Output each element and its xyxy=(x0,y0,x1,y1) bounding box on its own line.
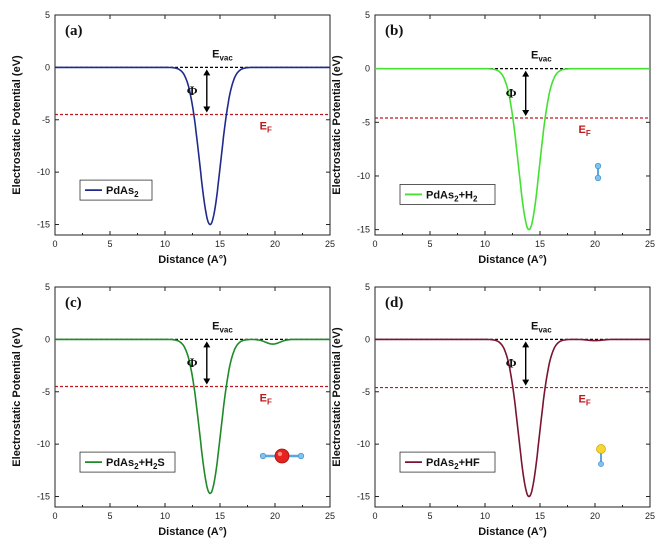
x-axis-label: Distance (A°) xyxy=(478,254,547,266)
fermi-label: EF xyxy=(579,124,591,138)
x-tick-label: 20 xyxy=(590,511,600,521)
y-tick-label: -15 xyxy=(357,225,370,235)
x-tick-label: 10 xyxy=(480,511,490,521)
fermi-label: EF xyxy=(579,394,591,408)
y-axis-label: Electrostatic Potential (eV) xyxy=(11,55,23,195)
x-tick-label: 15 xyxy=(535,511,545,521)
evac-label: Evac xyxy=(212,320,233,334)
legend-label: PdAs2+H2 xyxy=(426,189,478,203)
x-axis-label: Distance (A°) xyxy=(158,254,227,266)
x-tick-label: 0 xyxy=(52,239,57,249)
fermi-label: EF xyxy=(260,121,272,135)
y-axis-label: Electrostatic Potential (eV) xyxy=(331,327,343,467)
arrow-head-down xyxy=(203,378,211,385)
y-tick-label: 5 xyxy=(365,10,370,20)
y-tick-label: 0 xyxy=(45,62,50,72)
y-tick-label: 5 xyxy=(45,282,50,292)
panel-label: (d) xyxy=(385,295,403,311)
arrow-head-down xyxy=(522,110,530,117)
x-tick-label: 25 xyxy=(325,239,335,249)
arrow-head-up xyxy=(203,69,211,76)
x-tick-label: 0 xyxy=(372,511,377,521)
y-tick-label: 5 xyxy=(45,10,50,20)
arrow-head-down xyxy=(203,106,211,113)
arrow-head-up xyxy=(522,341,530,348)
y-axis-label: Electrostatic Potential (eV) xyxy=(11,327,23,467)
panel-d: 0 5 10 15 20 25 5 0 -5 -10 -15 Distance (A°) Electro… xyxy=(331,282,655,538)
legend-box xyxy=(79,451,176,473)
plot-frame xyxy=(54,286,331,508)
legend-box xyxy=(79,179,153,201)
y-axis-label: Electrostatic Potential (eV) xyxy=(331,55,343,195)
arrow-head-down xyxy=(522,379,530,386)
y-tick-label: 0 xyxy=(365,64,370,74)
x-tick-label: 20 xyxy=(270,239,280,249)
y-tick-label: -5 xyxy=(362,387,370,397)
potential-curve xyxy=(375,67,650,231)
x-tick-label: 10 xyxy=(160,239,170,249)
panel-a: 0 5 10 15 20 25 5 0 -5 -10 -15 Distance (A°) Electro… xyxy=(11,10,335,266)
x-tick-label: 5 xyxy=(107,511,112,521)
y-tick-label: -10 xyxy=(37,439,50,449)
arrow-head-up xyxy=(522,70,530,77)
panel-label: (c) xyxy=(65,295,82,311)
y-tick-label: 5 xyxy=(365,282,370,292)
hf-molecule-icon xyxy=(596,444,606,467)
y-tick-label: -15 xyxy=(37,220,50,230)
legend-box xyxy=(399,184,496,205)
x-tick-label: 0 xyxy=(52,511,57,521)
x-tick-label: 10 xyxy=(160,511,170,521)
x-axis-label: Distance (A°) xyxy=(158,526,227,538)
h2-molecule-icon xyxy=(594,162,602,182)
evac-label: Evac xyxy=(531,320,552,334)
legend-label: PdAs2+HF xyxy=(426,457,480,471)
panel-label: (a) xyxy=(65,23,83,39)
y-tick-label: -15 xyxy=(37,492,50,502)
evac-label: Evac xyxy=(531,50,552,64)
y-tick-label: -5 xyxy=(42,115,50,125)
phi-label: Φ xyxy=(506,355,517,370)
evac-label: Evac xyxy=(212,48,233,62)
y-tick-label: -5 xyxy=(42,387,50,397)
legend-label: PdAs2+H2S xyxy=(106,457,165,471)
x-tick-label: 20 xyxy=(590,239,600,249)
h2s-molecule-icon xyxy=(259,448,305,464)
panel-label: (b) xyxy=(385,23,403,39)
x-tick-label: 5 xyxy=(427,511,432,521)
x-tick-label: 0 xyxy=(372,239,377,249)
plot-frame xyxy=(54,14,331,236)
legend-label: PdAs2 xyxy=(106,185,139,199)
phi-label: Φ xyxy=(506,85,517,100)
x-tick-label: 5 xyxy=(107,239,112,249)
legend-box xyxy=(399,451,496,473)
y-tick-label: 0 xyxy=(45,334,50,344)
plot-frame xyxy=(374,286,651,508)
potential-curve xyxy=(375,338,650,498)
x-tick-label: 15 xyxy=(215,511,225,521)
x-tick-label: 5 xyxy=(427,239,432,249)
x-tick-label: 10 xyxy=(480,239,490,249)
x-tick-label: 15 xyxy=(215,239,225,249)
x-tick-label: 20 xyxy=(270,511,280,521)
x-tick-label: 25 xyxy=(645,239,655,249)
y-tick-label: -5 xyxy=(362,117,370,127)
arrow-head-up xyxy=(203,341,211,348)
y-tick-label: -10 xyxy=(37,167,50,177)
y-tick-label: -10 xyxy=(357,439,370,449)
y-tick-label: 0 xyxy=(365,334,370,344)
potential-curve xyxy=(55,338,330,495)
potential-curve xyxy=(55,66,330,226)
panel-c: 0 5 10 15 20 25 5 0 -5 -10 -15 Distance (A°) Electro… xyxy=(11,282,335,538)
x-tick-label: 25 xyxy=(325,511,335,521)
x-axis-label: Distance (A°) xyxy=(478,526,547,538)
y-tick-label: -15 xyxy=(357,492,370,502)
x-tick-label: 15 xyxy=(535,239,545,249)
phi-label: Φ xyxy=(187,83,198,98)
phi-label: Φ xyxy=(187,355,198,370)
y-tick-label: -10 xyxy=(357,171,370,181)
fermi-label: EF xyxy=(260,393,272,407)
panel-b: 0 5 10 15 20 25 5 0 -5 -10 -15 Distance (A°) Electro… xyxy=(331,10,655,266)
x-tick-label: 25 xyxy=(645,511,655,521)
